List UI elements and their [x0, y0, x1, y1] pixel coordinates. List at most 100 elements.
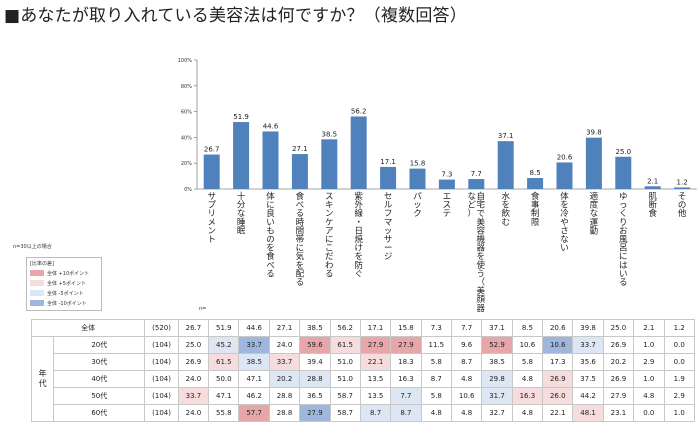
table-cell: 23.1: [602, 404, 635, 422]
x-tick-label: 食べる時間帯に気を配る: [296, 191, 305, 288]
x-tick-label: 食事制限: [531, 191, 540, 228]
table-row: 年代 20代 (104) 25.0 45.2 33.7 24.0 59.6 61.5 27.9 27…: [30, 336, 695, 422]
legend-swatch: [30, 290, 44, 296]
x-tick-label: スキンケアにこだわる: [325, 192, 334, 279]
x-tick-label: 自宅で美容機器を使う（美顔器など）: [468, 191, 486, 314]
table-cell: 24.0: [177, 370, 210, 388]
table-cell: 4.8: [633, 387, 665, 405]
table-cell: 57.7: [238, 404, 270, 422]
table-cell: 18.3: [390, 353, 422, 371]
table-row: 全体 (520) 26.7 51.9 44.6 27.1 38.5 56.2 17.1 15.8 7…: [30, 319, 695, 337]
table-cell: 1.9: [663, 370, 695, 388]
x-tick-label: その他: [678, 192, 687, 219]
table-cell: 11.5: [420, 336, 452, 354]
x-tick-label: 紫外線・日焼けを防ぐ: [354, 192, 363, 279]
table-cell: 39.8: [572, 319, 604, 337]
table-cell: 58.7: [329, 404, 361, 422]
legend-title: [比率の差]: [30, 261, 54, 267]
table-cell: 24.0: [177, 404, 210, 422]
table-cell: 7.7: [390, 387, 422, 405]
bar: [438, 179, 455, 189]
table-cell: 10.6: [450, 387, 483, 405]
y-tick-label: 40%: [181, 135, 192, 141]
table-cell: 28.8: [268, 387, 301, 405]
table-cell: 39.4: [299, 353, 331, 371]
table-cell: 26.9: [602, 336, 635, 354]
data-label: 38.5: [322, 130, 338, 138]
bar: [409, 168, 426, 189]
x-tick-label: ゆっくりお風呂にはいる: [619, 192, 628, 288]
row-label: 60代: [53, 404, 146, 422]
data-label: 27.1: [292, 145, 308, 153]
legend-label: 全体 -10ポイント: [47, 301, 87, 307]
table-cell: 7.7: [450, 319, 483, 337]
data-label: 37.1: [498, 132, 514, 140]
bar-chart: 0% 20% 40% 60% 80% 100% 26.7 サプリメント 51.9 十分な睡眠 44.…: [178, 58, 697, 314]
y-tick-label: 0%: [184, 187, 192, 193]
table-cell: 61.5: [208, 353, 240, 371]
table-cell: 47.1: [238, 370, 270, 388]
table-cell: 28.8: [299, 370, 331, 388]
table-cell: 7.3: [420, 319, 452, 337]
table-cell: 5.8: [420, 387, 452, 405]
table-cell: 8.5: [511, 319, 544, 337]
table-row: 50代 (104) 33.7 47.1 46.2 28.8 36.5 58.7 13.5 7.7 5…: [32, 387, 695, 405]
table-cell: 4.8: [511, 404, 544, 422]
table-cell: 20.2: [268, 370, 301, 388]
data-label: 51.9: [233, 113, 249, 121]
table-cell: 26.9: [602, 370, 635, 388]
legend-item: 全体 +10ポイント: [30, 269, 98, 277]
table-cell: 51.9: [208, 319, 240, 337]
sample-size: (520): [144, 319, 179, 337]
table-cell: 4.8: [450, 404, 483, 422]
x-tick-label: サプリメント: [207, 192, 216, 245]
sample-size: (104): [144, 336, 179, 354]
sample-note: n=30以上の場合: [13, 244, 52, 250]
sample-size: (104): [144, 404, 179, 422]
table-cell: 26.7: [177, 319, 210, 337]
table-cell: 20.6: [542, 319, 574, 337]
data-label: 7.7: [471, 170, 482, 178]
bar: [380, 166, 397, 189]
data-label: 7.3: [441, 171, 452, 179]
n-label: n=: [199, 306, 207, 312]
table-cell: 1.0: [633, 336, 665, 354]
legend-swatch: [30, 270, 44, 276]
legend-label: 全体 +5ポイント: [47, 281, 86, 287]
row-label: 全体: [30, 319, 146, 337]
x-tick-label: 体に良いものを食べる: [266, 191, 275, 279]
data-label: 15.8: [410, 160, 426, 168]
legend-item: 全体 -10ポイント: [30, 299, 98, 307]
table-cell: 15.8: [390, 319, 422, 337]
bar: [674, 187, 691, 189]
table-cell: 38.5: [238, 353, 270, 371]
table-cell: 22.1: [359, 353, 392, 371]
table-cell: 51.0: [329, 370, 361, 388]
table-cell: 38.5: [481, 353, 513, 371]
table-cell: 58.7: [329, 387, 361, 405]
table-cell: 44.6: [238, 319, 270, 337]
legend-label: 全体 -5ポイント: [47, 291, 84, 297]
table-cell: 37.5: [572, 370, 604, 388]
data-label: 39.8: [586, 129, 602, 137]
table-cell: 37.1: [481, 319, 513, 337]
sample-size: (104): [144, 353, 179, 371]
table-cell: 46.2: [238, 387, 270, 405]
table-cell: 31.7: [481, 387, 513, 405]
table-cell: 2.9: [633, 353, 665, 371]
table-cell: 44.2: [572, 387, 604, 405]
table-cell: 24.0: [268, 336, 301, 354]
table-cell: 27.9: [299, 404, 331, 422]
table-cell: 2.9: [663, 387, 695, 405]
table-cell: 4.8: [420, 404, 452, 422]
table-cell: 32.7: [481, 404, 513, 422]
legend-item: 全体 -5ポイント: [30, 289, 98, 297]
page-title: ■あなたが取り入れている美容法は何ですか？（複数回答）: [4, 6, 467, 26]
table-cell: 25.0: [602, 319, 635, 337]
table-row: 40代 (104) 24.0 50.0 47.1 20.2 28.8 51.0 13.5 16.3…: [32, 370, 695, 388]
table-cell: 29.8: [481, 370, 513, 388]
table-cell: 4.8: [511, 370, 544, 388]
data-label: 1.2: [677, 178, 688, 186]
table-cell: 13.5: [359, 370, 392, 388]
table-row: 60代 (104) 24.0 55.8 57.7 28.8 27.9 58.7 8.7 8.7 4.…: [32, 404, 695, 422]
